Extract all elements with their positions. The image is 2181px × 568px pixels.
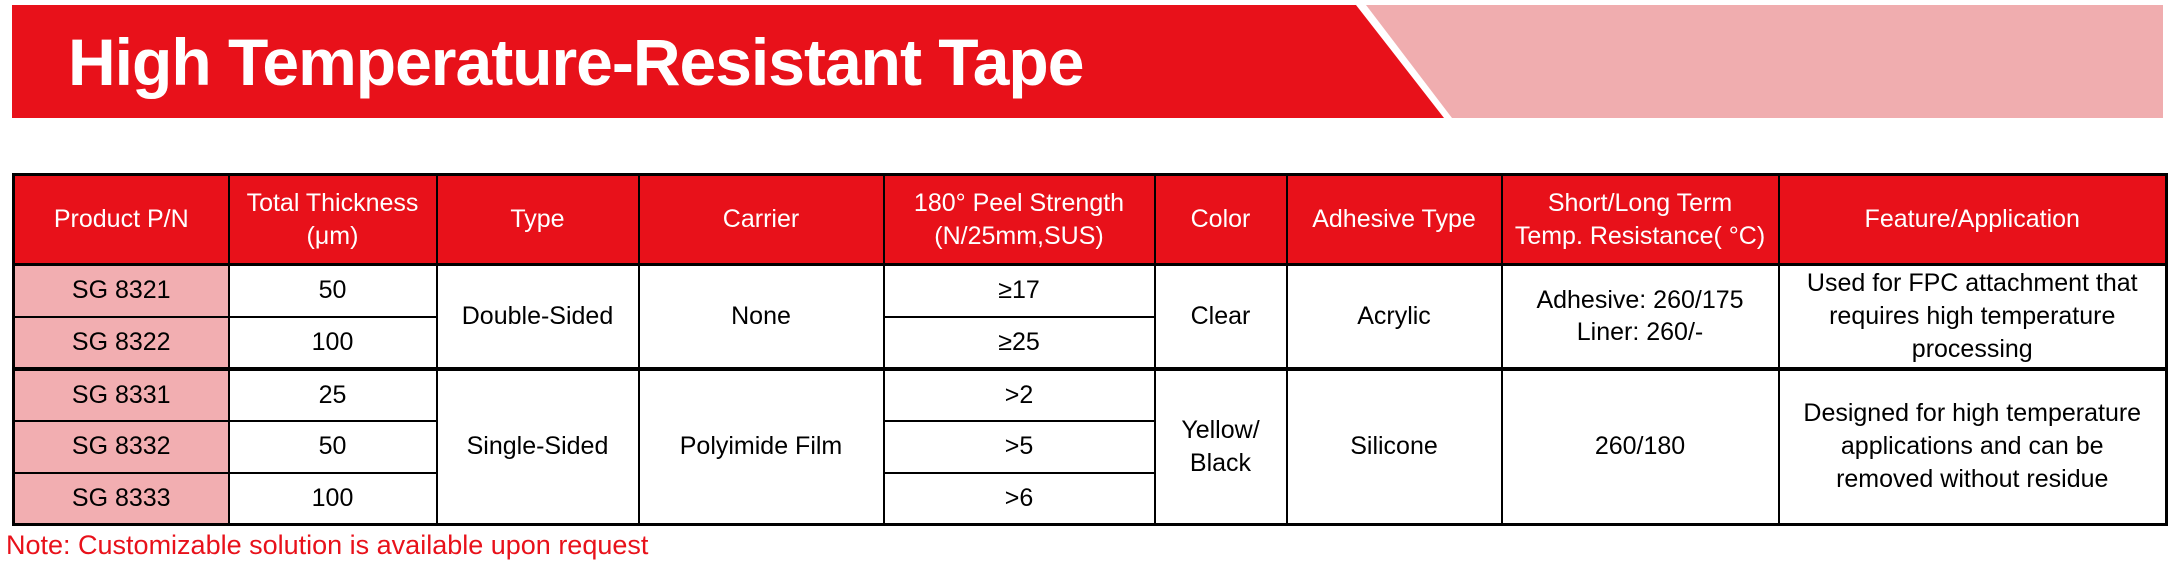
header-row: Product P/N Total Thickness (μm) Type Ca… — [12, 173, 2168, 266]
cell-peel-strength: ≥25 — [882, 315, 1156, 370]
cell-type: Double-Sided — [435, 263, 640, 370]
cell-peel-strength: >6 — [882, 471, 1156, 526]
col-header-total-thickness: Total Thickness (μm) — [227, 173, 438, 266]
col-header-product-pn: Product P/N — [12, 173, 230, 266]
note-text: Note: Customizable solution is available… — [6, 530, 649, 560]
cell-thickness: 25 — [227, 366, 438, 422]
cell-thickness: 100 — [227, 315, 438, 370]
banner: High Temperature-Resistant Tape — [12, 5, 1444, 118]
table-row: SG 8322 100 ≥25 — [12, 315, 2167, 370]
cell-product-pn: SG 8322 — [12, 315, 230, 370]
cell-adhesive: Silicone — [1285, 366, 1503, 526]
cell-type: Single-Sided — [435, 366, 640, 526]
cell-temp-resistance: 260/180 — [1500, 366, 1780, 526]
cell-product-pn: SG 8321 — [12, 263, 230, 318]
cell-thickness: 50 — [227, 419, 438, 474]
cell-carrier: Polyimide Film — [637, 366, 885, 526]
col-header-temp-resistance: Short/Long Term Temp. Resistance( °C) — [1500, 173, 1780, 266]
cell-feature: Used for FPC attachment that requires hi… — [1777, 263, 2168, 370]
cell-feature: Designed for high temperature applicatio… — [1777, 366, 2168, 526]
spec-table: Product P/N Total Thickness (μm) Type Ca… — [12, 173, 2168, 526]
cell-peel-strength: >5 — [882, 419, 1156, 474]
table-row: SG 8321 50 Double-Sided None ≥17 Clear A… — [12, 263, 2168, 370]
table-row: SG 8331 25 Single-Sided Polyimide Film >… — [12, 366, 2168, 526]
cell-peel-strength: >2 — [882, 366, 1156, 422]
col-header-type: Type — [435, 173, 640, 266]
cell-color: Clear — [1153, 263, 1288, 370]
table-row: SG 8333 100 >6 — [12, 471, 2167, 526]
page-title: High Temperature-Resistant Tape — [68, 24, 1084, 99]
cell-product-pn: SG 8331 — [12, 366, 230, 422]
cell-adhesive: Acrylic — [1285, 263, 1503, 370]
col-header-carrier: Carrier — [637, 173, 885, 266]
col-header-feature-application: Feature/Application — [1777, 173, 2168, 266]
cell-thickness: 50 — [227, 263, 438, 318]
cell-product-pn: SG 8332 — [12, 419, 230, 474]
col-header-color: Color — [1153, 173, 1288, 266]
banner-pink-shape — [1366, 5, 2163, 118]
cell-peel-strength: ≥17 — [882, 263, 1156, 318]
cell-thickness: 100 — [227, 471, 438, 526]
cell-carrier: None — [637, 263, 885, 370]
cell-temp-resistance: Adhesive: 260/175 Liner: 260/- — [1500, 263, 1780, 370]
table-row: SG 8332 50 >5 — [12, 419, 2167, 474]
cell-color: Yellow/ Black — [1153, 366, 1288, 526]
col-header-peel-strength: 180° Peel Strength (N/25mm,SUS) — [882, 173, 1156, 266]
col-header-adhesive-type: Adhesive Type — [1285, 173, 1503, 266]
cell-product-pn: SG 8333 — [12, 471, 230, 526]
